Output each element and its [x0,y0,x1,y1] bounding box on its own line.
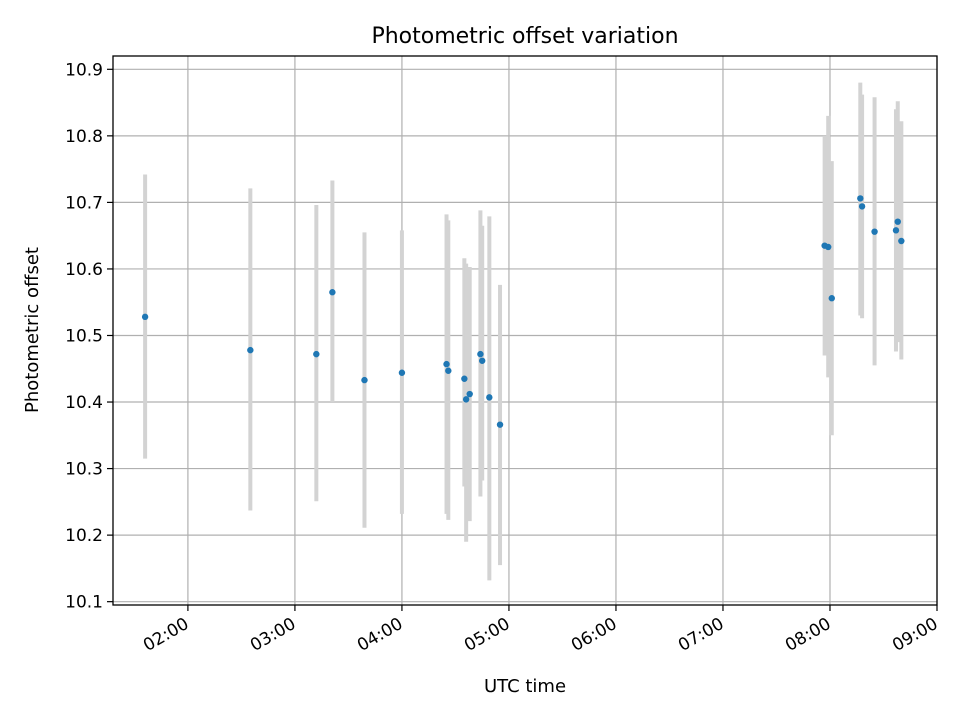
y-tick-label: 10.8 [65,127,103,147]
data-point [329,289,336,296]
y-axis-ticks: 10.1 10.2 10.3 10.4 10.5 10.6 10.7 10.8 10.9 [65,60,113,613]
chart-title: Photometric offset variation [371,24,678,49]
data-point [825,243,832,251]
y-tick-label: 10.1 [65,593,103,613]
data-point [445,367,452,374]
y-tick-label: 10.4 [65,393,103,413]
y-tick-label: 10.9 [65,60,103,80]
data-point [898,237,905,245]
data-point [247,346,254,354]
data-point [466,390,473,398]
data-point [858,203,866,210]
point-layer [141,195,905,428]
y-tick-label: 10.3 [65,460,103,480]
x-axis-label: UTC time [484,676,566,697]
y-axis-label: Photometric offset [22,247,43,413]
data-point [478,357,486,364]
data-point [141,313,149,321]
data-point [477,350,484,358]
data-point [828,295,835,302]
y-tick-label: 10.2 [65,526,103,546]
y-tick-label: 10.6 [65,260,103,280]
data-point [871,228,878,235]
y-tick-label: 10.7 [65,193,103,213]
data-point [496,421,504,428]
data-point [443,360,450,368]
data-point [461,375,468,382]
plot-frame [112,55,938,606]
y-tick-label: 10.5 [65,326,103,346]
data-point [398,369,406,376]
data-point [892,227,900,234]
data-point [486,394,493,401]
data-point [894,218,901,225]
data-point [361,376,368,384]
data-point [462,396,470,403]
data-point [313,350,320,358]
data-point [857,195,864,202]
